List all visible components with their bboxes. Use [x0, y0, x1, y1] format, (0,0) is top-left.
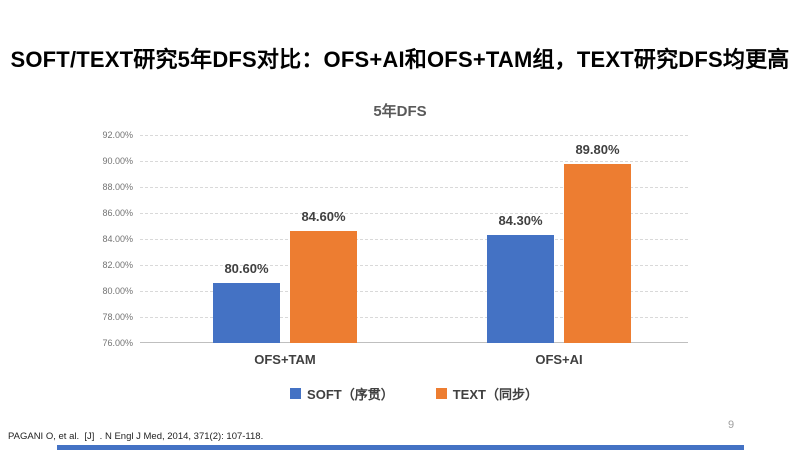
y-tick-label: 78.00%: [102, 312, 133, 322]
y-tick-label: 84.00%: [102, 234, 133, 244]
bar-s0-c0: [213, 283, 280, 343]
bar-data-label: 84.30%: [498, 213, 543, 229]
y-tick-label: 90.00%: [102, 156, 133, 166]
bar-data-label: 89.80%: [575, 141, 620, 157]
y-tick-label: 88.00%: [102, 182, 133, 192]
bar-s1-c1: [564, 163, 631, 343]
legend-label: TEXT（同步）: [452, 387, 538, 402]
chart-title: 5年DFS: [373, 103, 427, 120]
gridline: [140, 239, 688, 240]
gridline: [140, 317, 688, 318]
bar-data-label: 84.60%: [301, 209, 346, 225]
y-tick-label: 92.00%: [102, 130, 133, 140]
legend-label: SOFT（序贯）: [307, 387, 394, 402]
slide-title: SOFT/TEXT研究5年DFS对比：OFS+AI和OFS+TAM组，TEXT研…: [10, 47, 790, 72]
chart-legend: SOFT（序贯） TEXT（同步）: [140, 384, 688, 403]
gridline: [140, 135, 688, 136]
y-tick-label: 80.00%: [102, 286, 133, 296]
y-tick-label: 82.00%: [102, 260, 133, 270]
page-number: 9: [728, 419, 735, 431]
legend-item: SOFT（序贯）: [290, 384, 394, 403]
y-tick-label: 86.00%: [102, 208, 133, 218]
gridline: [140, 291, 688, 292]
bar-data-label: 80.60%: [224, 261, 269, 277]
legend-swatch-icon: [290, 388, 302, 399]
x-axis-label: OFS+AI: [535, 352, 583, 367]
y-tick-label: 76.00%: [102, 338, 133, 348]
y-axis-labels: 92.00% 90.00% 88.00% 86.00% 84.00% 82.00% 80.0…: [85, 130, 133, 348]
legend-swatch-icon: [435, 388, 447, 399]
x-axis-label: OFS+TAM: [254, 352, 316, 367]
bar-s0-c1: [487, 235, 554, 343]
x-axis-labels: OFS+TAM OFS+AI: [140, 352, 688, 372]
plot-area: 80.60% 84.60% 84.30% 89.80%: [140, 135, 688, 343]
citation-text: PAGANI O, et al. [J] . N Engl J Med, 201…: [8, 431, 264, 442]
gridline: [140, 161, 688, 162]
bar-s1-c0: [290, 231, 357, 343]
gridline: [140, 213, 688, 214]
legend-item: TEXT（同步）: [435, 384, 538, 403]
gridline: [140, 265, 688, 266]
bottom-accent-bar: [57, 445, 744, 450]
gridline: [140, 187, 688, 188]
